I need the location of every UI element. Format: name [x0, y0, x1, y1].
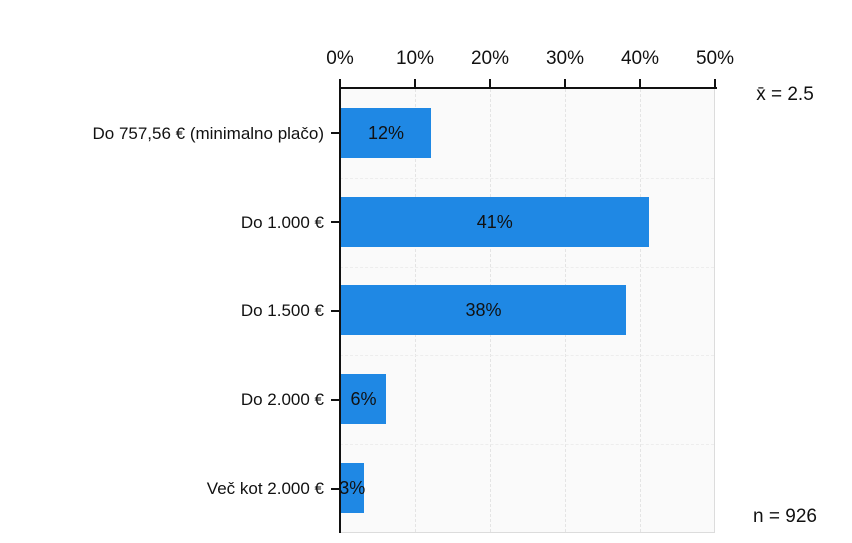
gridline-vertical [640, 89, 641, 532]
chart-row: Do 1.000 € 41% [0, 178, 852, 267]
x-tick-label: 40% [620, 48, 660, 69]
category-label: Do 1.000 € [240, 212, 324, 232]
bar-value-label: 12% [367, 122, 405, 143]
bar-value-label: 38% [465, 299, 502, 320]
chart-row: Do 2.000 € 6% [0, 355, 852, 444]
x-tick-mark [564, 79, 566, 87]
y-tick-mark [331, 488, 339, 490]
x-tick-mark [339, 79, 341, 87]
y-tick-mark [331, 310, 339, 312]
x-tick-label: 30% [545, 48, 585, 69]
chart-row: Več kot 2.000 € 3% [0, 444, 852, 533]
gridline-horizontal [340, 178, 714, 179]
mean-annotation: x̄ = 2.5 [756, 84, 814, 105]
x-tick-mark [639, 79, 641, 87]
x-tick-mark [714, 79, 716, 87]
sample-size-annotation: n = 926 [753, 506, 817, 527]
x-tick-label: 20% [470, 48, 510, 69]
bar-value-label: 3% [339, 477, 366, 498]
x-tick-label: 0% [326, 48, 354, 69]
category-label: Do 1.500 € [240, 300, 324, 320]
y-tick-mark [331, 221, 339, 223]
x-tick-mark [489, 79, 491, 87]
bar-value-label: 6% [350, 388, 377, 409]
bar-value-label: 41% [476, 211, 513, 232]
x-tick-mark [414, 79, 416, 87]
x-tick-label: 10% [395, 48, 435, 69]
category-label: Do 2.000 € [240, 389, 324, 409]
y-tick-mark [331, 132, 339, 134]
gridline-horizontal [340, 444, 714, 445]
category-label: Do 757,56 € (minimalno plačo) [92, 123, 324, 143]
chart-row: Do 1.500 € 38% [0, 266, 852, 355]
y-axis-line [339, 87, 341, 533]
category-label: Več kot 2.000 € [206, 478, 324, 498]
bar: 41% [341, 197, 649, 247]
gridline-horizontal [340, 355, 714, 356]
gridline-horizontal [340, 267, 714, 268]
bar: 6% [341, 374, 386, 424]
x-axis-line [339, 87, 717, 89]
x-tick-label: 50% [695, 48, 735, 69]
chart-row: Do 757,56 € (minimalno plačo) 12% [0, 89, 852, 178]
bar: 38% [341, 285, 626, 335]
bar: 3% [339, 463, 366, 513]
y-tick-mark [331, 399, 339, 401]
bar: 12% [341, 108, 431, 158]
